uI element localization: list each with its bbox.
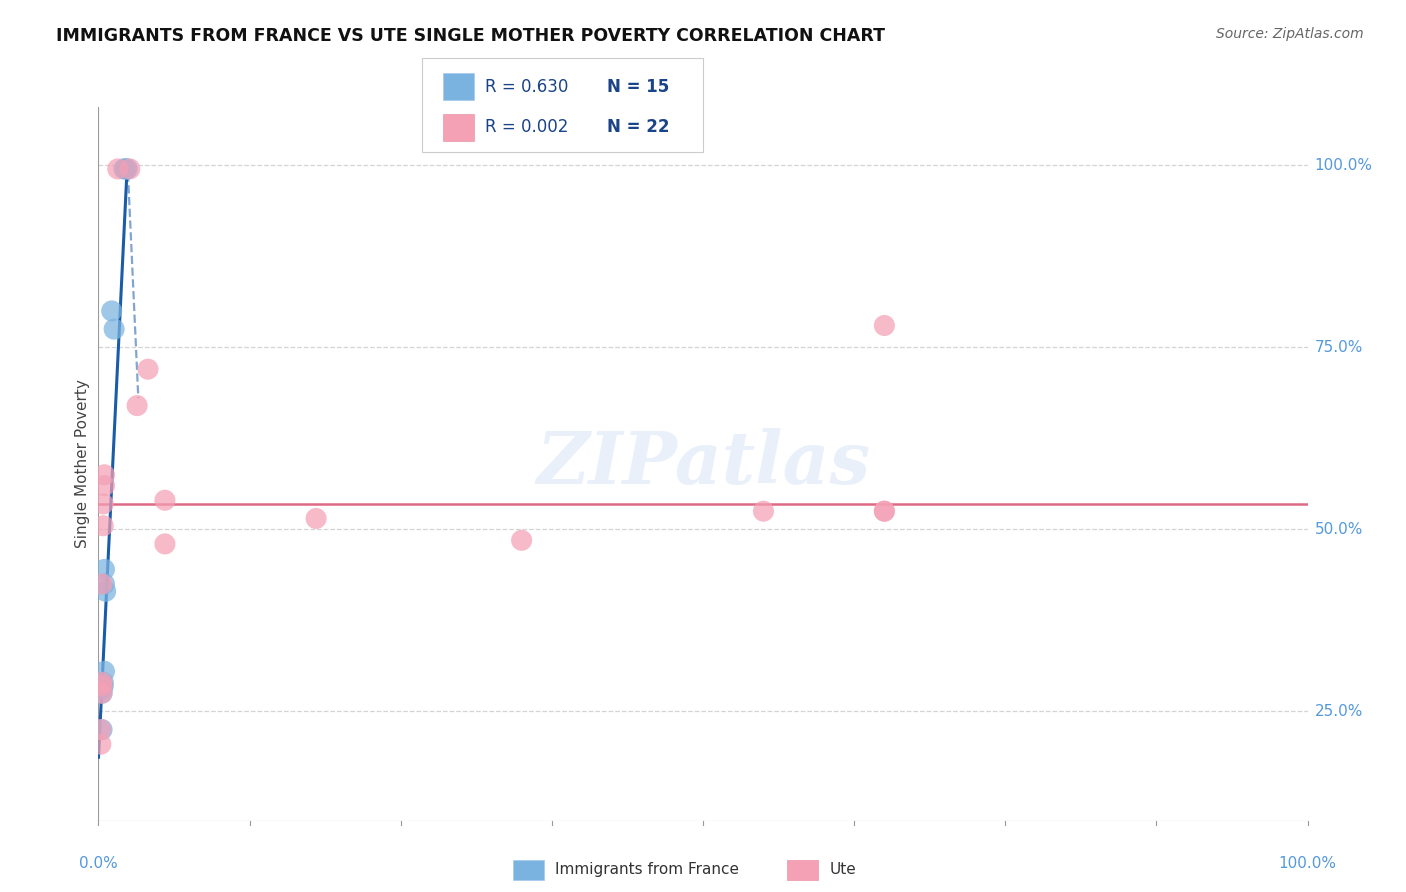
Text: R = 0.002: R = 0.002 [485,119,568,136]
Point [93,562,115,576]
Point [117,161,139,176]
Point [153,537,176,551]
Point [90,723,112,737]
Point [510,533,533,548]
Point [91,679,114,693]
Point [118,161,141,176]
Text: R = 0.630: R = 0.630 [485,78,568,95]
Point [107,161,129,176]
Text: 75.0%: 75.0% [1315,340,1362,355]
Text: 100.0%: 100.0% [1278,856,1337,871]
Point [94,584,117,599]
Text: 100.0%: 100.0% [1315,158,1372,173]
Text: ZIPatlas: ZIPatlas [536,428,870,500]
Point [112,161,135,176]
Point [90,737,112,751]
Text: Ute: Ute [830,863,856,877]
Point [93,478,115,492]
Point [91,497,114,511]
Text: Immigrants from France: Immigrants from France [555,863,740,877]
Point [91,675,114,690]
Point [127,399,149,413]
Text: IMMIGRANTS FROM FRANCE VS UTE SINGLE MOTHER POVERTY CORRELATION CHART: IMMIGRANTS FROM FRANCE VS UTE SINGLE MOT… [56,27,886,45]
Text: N = 15: N = 15 [607,78,669,95]
Point [305,511,328,525]
Point [873,504,896,518]
Point [100,304,122,318]
Text: 0.0%: 0.0% [79,856,118,871]
Point [91,577,114,591]
Point [91,682,114,697]
Text: 50.0%: 50.0% [1315,522,1362,537]
Text: Source: ZipAtlas.com: Source: ZipAtlas.com [1216,27,1364,41]
Point [91,679,114,693]
Point [873,318,896,333]
Point [153,493,176,508]
Point [136,362,159,376]
Point [93,577,115,591]
Point [93,665,115,679]
Text: 25.0%: 25.0% [1315,704,1362,719]
Point [752,504,775,518]
Point [93,467,115,482]
Y-axis label: Single Mother Poverty: Single Mother Poverty [75,379,90,549]
Point [91,675,114,690]
Point [115,161,138,176]
Text: N = 22: N = 22 [607,119,669,136]
Point [91,518,114,533]
Point [91,686,114,700]
Point [103,322,125,336]
Point [873,504,896,518]
Point [91,686,114,700]
Point [91,723,114,737]
Point [114,161,136,176]
